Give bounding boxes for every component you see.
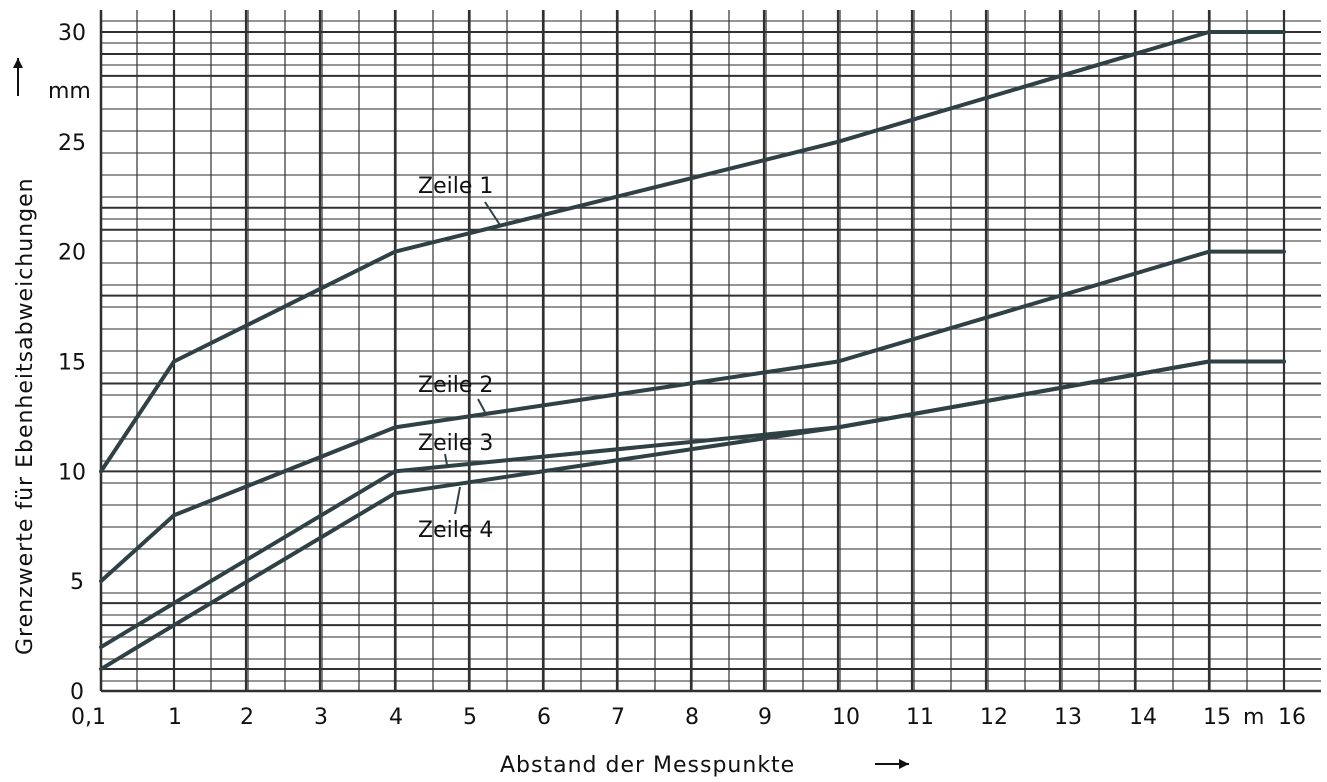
series-label-1: Zeile 1 [418, 174, 493, 199]
x-tick-label-12: 12 [980, 705, 1008, 730]
series-label-3: Zeile 3 [418, 431, 493, 456]
x-tick-label-0: 0,1 [71, 705, 106, 730]
y-tick-label-2: 10 [58, 460, 86, 485]
x-tick-label-1: 1 [168, 705, 182, 730]
series-line-1 [99, 30, 1286, 474]
x-tick-label-3: 3 [314, 705, 328, 730]
series-line-2 [99, 249, 1286, 584]
series-label-leader-1 [484, 201, 501, 226]
y-tick-label-4: 20 [58, 241, 86, 266]
x-tick-label-16: 16 [1278, 705, 1306, 730]
x-tick-label-2: 2 [240, 705, 254, 730]
x-tick-label-15: 15 [1203, 705, 1231, 730]
x-tick-label-6: 6 [537, 705, 551, 730]
y-tick-label-1: 5 [70, 570, 84, 595]
series-label-leader-3 [444, 453, 448, 466]
x-tick-label-11: 11 [906, 705, 934, 730]
x-tick-label-10: 10 [832, 705, 860, 730]
y-axis-arrow-head [13, 58, 23, 68]
x-tick-label-5: 5 [463, 705, 477, 730]
axis-titles: Abstand der Messpunkte Grenzwerte für Ebe… [13, 58, 909, 778]
x-tick-label-4: 4 [389, 705, 403, 730]
tick-labels: 0,1 1 2 3 4 5 6 7 8 9 10 11 12 13 14 15 16m051015202530m… [48, 21, 1306, 730]
y-axis-title: Grenzwerte für Ebenheitsabweichungen [13, 177, 38, 655]
series-lines [99, 30, 1286, 672]
y-tick-label-6: 30 [58, 21, 86, 46]
x-tick-label-7: 7 [611, 705, 625, 730]
y-unit-label: mm [48, 79, 91, 104]
x-tick-label-13: 13 [1054, 705, 1082, 730]
series-label-leader-4 [454, 486, 461, 515]
series-label-2: Zeile 2 [418, 373, 493, 398]
grid-lines [99, 10, 1321, 693]
series-line-4 [99, 359, 1286, 672]
series-label-4: Zeile 4 [418, 518, 493, 543]
x-tick-label-9: 9 [758, 705, 772, 730]
series-label-leader-2 [477, 398, 486, 413]
y-tick-label-0: 0 [70, 680, 84, 705]
y-tick-label-5: 25 [58, 131, 86, 156]
x-unit-label: m [1243, 705, 1264, 730]
x-tick-label-8: 8 [685, 705, 699, 730]
x-tick-label-14: 14 [1129, 705, 1157, 730]
x-axis-title: Abstand der Messpunkte [500, 753, 795, 778]
series-labels: Zeile 1 Zeile 2 Zeile 3 Zeile 4 [418, 174, 501, 543]
x-axis-arrow-head [899, 759, 909, 769]
y-tick-label-3: 15 [58, 351, 86, 376]
